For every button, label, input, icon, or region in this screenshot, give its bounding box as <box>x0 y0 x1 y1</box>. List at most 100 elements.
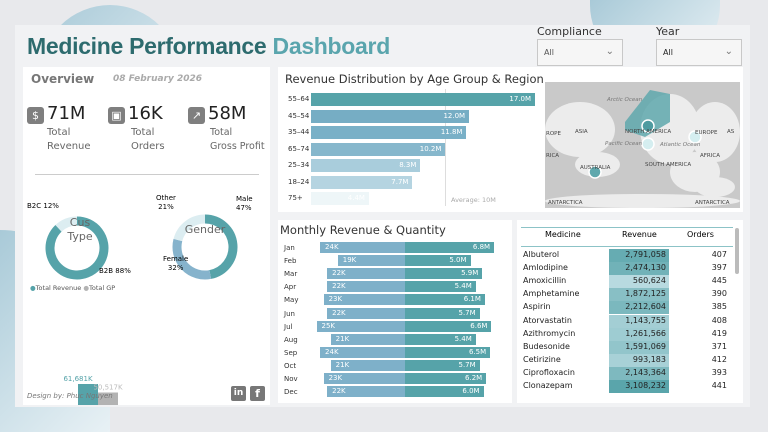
year-value: All <box>663 48 673 57</box>
scrollbar[interactable] <box>735 228 739 274</box>
compliance-dropdown[interactable]: All ⌄ <box>537 39 623 66</box>
table-row[interactable]: Amoxicillin 560,624 445 <box>517 275 731 289</box>
header-orders[interactable]: Orders <box>687 230 714 239</box>
quantity-bar[interactable]: 22K <box>327 386 405 398</box>
cell-orders: 393 <box>711 367 727 377</box>
table-row[interactable]: Aspirin 2,212,604 385 <box>517 301 731 315</box>
year-label: Year <box>656 25 680 38</box>
table-row[interactable]: Cetirizine 993,183 412 <box>517 353 731 367</box>
chevron-down-icon: ⌄ <box>605 46 614 57</box>
revenue-bar[interactable]: 6.1M <box>405 294 485 306</box>
region-bubble[interactable] <box>641 137 655 151</box>
cell-orders: 441 <box>711 381 727 390</box>
quantity-bar[interactable]: 23K <box>323 373 405 384</box>
revenue-bar[interactable]: 5.4M <box>405 333 476 345</box>
region-bubble[interactable] <box>641 119 655 133</box>
year-bar-label: 61,681K <box>63 375 92 383</box>
age-bar[interactable]: 11.8M <box>311 126 467 139</box>
kpi-revenue-label-line-2: Revenue <box>47 141 91 152</box>
shopping-bag-icon: ▣ <box>108 107 125 124</box>
revenue-bar[interactable]: 6.8M <box>405 242 495 253</box>
revenue-bar[interactable]: 5.4M <box>405 281 476 293</box>
age-tick-label: 25–34 <box>288 161 310 169</box>
quantity-bar[interactable]: 24K <box>320 346 405 358</box>
revenue-bar[interactable]: 6.2M <box>405 373 487 384</box>
gender-other-name: Other <box>156 194 176 202</box>
quantity-bar[interactable]: 21K <box>330 359 405 371</box>
revenue-bar[interactable]: 5.0M <box>405 255 471 267</box>
quantity-bar[interactable]: 22K <box>327 281 405 293</box>
land-shape <box>545 194 740 208</box>
age-bar[interactable]: 10.2M <box>311 142 446 156</box>
facebook-icon[interactable]: f <box>250 386 265 401</box>
header-medicine[interactable]: Medicine <box>545 230 581 239</box>
table-row[interactable]: Atorvastatin 1,143,755 408 <box>517 314 731 328</box>
age-bar[interactable]: 7.7M <box>311 175 413 189</box>
month-tick-label: Dec <box>284 388 298 397</box>
revenue-bar[interactable]: 6.6M <box>405 320 492 332</box>
table-row[interactable]: Budesonide 1,591,069 371 <box>517 340 731 354</box>
region-bubble[interactable] <box>688 130 702 144</box>
month-tick-label: May <box>284 296 299 305</box>
north-america-region[interactable] <box>625 90 670 137</box>
table-row[interactable]: Azithromycin 1,261,566 419 <box>517 327 731 341</box>
month-tick-label: Oct <box>284 361 297 370</box>
cell-revenue: 2,143,364 <box>609 366 669 380</box>
cell-revenue: 1,591,069 <box>609 340 669 354</box>
table-row[interactable]: Ciprofloxacin 2,143,364 393 <box>517 366 731 380</box>
age-tick-label: 18–24 <box>288 177 310 186</box>
table-row[interactable]: Clonazepam 3,108,232 441 <box>517 380 731 393</box>
kpi-orders-label: Total Orders <box>131 126 165 154</box>
table-row[interactable]: Amlodipine 2,474,130 397 <box>517 262 731 276</box>
age-bar[interactable]: 17.0M <box>311 93 535 106</box>
cell-medicine: Budesonide <box>523 341 570 351</box>
year-dropdown[interactable]: All ⌄ <box>656 39 742 66</box>
kpi-orders-label-line-1: Total <box>131 127 155 138</box>
revenue-bar[interactable]: 5.7M <box>405 307 480 319</box>
quantity-bar[interactable]: 21K <box>330 333 405 345</box>
year-bar-revenue[interactable] <box>78 384 98 405</box>
table-row[interactable]: Amphetamine 1,872,125 390 <box>517 288 731 302</box>
cus-type-slice[interactable] <box>55 216 78 232</box>
medicine-table-card: Medicine Revenue Orders Albuterol 2,791,0… <box>517 220 743 403</box>
year-bar-label: 50,517K <box>93 384 122 392</box>
month-tick-label: Sep <box>284 348 298 357</box>
age-bar[interactable]: 4.4M <box>311 192 369 205</box>
revenue-bar[interactable]: 5.9M <box>405 268 483 280</box>
map-label: ANTARCTICA <box>548 200 583 206</box>
linkedin-icon[interactable]: in <box>231 386 246 401</box>
header-revenue[interactable]: Revenue <box>622 230 657 239</box>
cus-b2b-label-text: B2B 88% <box>99 267 131 275</box>
cus-type-slice[interactable] <box>45 216 109 280</box>
age-bar[interactable]: 12.0M <box>311 109 470 123</box>
gender-slice[interactable] <box>204 214 238 279</box>
cell-revenue: 1,872,125 <box>609 288 669 302</box>
table-row[interactable]: Albuterol 2,791,058 407 <box>517 249 731 262</box>
kpi-orders-label-line-2: Orders <box>131 141 165 152</box>
quantity-bar[interactable]: 24K <box>320 242 405 253</box>
year-bar-gp[interactable] <box>98 392 118 405</box>
table-top-rule <box>521 227 733 228</box>
region-map[interactable]: Arctic Ocean ASIA NORTH AMERICA EUROPE Pacif… <box>545 82 740 208</box>
quantity-bar[interactable]: 19K <box>337 255 405 267</box>
gender-slice[interactable] <box>172 238 212 280</box>
quantity-bar[interactable]: 22K <box>327 268 405 280</box>
divider <box>35 174 259 175</box>
age-bar[interactable]: 8.3M <box>311 159 421 172</box>
table-header-rule <box>521 246 733 247</box>
revenue-bar[interactable]: 6.5M <box>405 346 491 358</box>
quantity-bar[interactable]: 23K <box>323 294 405 306</box>
quantity-bar[interactable]: 25K <box>316 320 405 332</box>
quantity-bar[interactable]: 22K <box>327 307 405 319</box>
revenue-bar[interactable]: 5.7M <box>405 359 480 371</box>
map-label: ANTARCTICA <box>695 200 730 206</box>
cell-medicine: Atorvastatin <box>523 315 572 325</box>
revenue-bar[interactable]: 6.0M <box>405 386 484 398</box>
map-label: Pacific Ocean <box>605 141 643 147</box>
overview-card: Overview 08 February 2026 $ 71M Total Rev… <box>23 67 270 405</box>
age-tick-label: 75+ <box>288 194 303 202</box>
month-tick-label: Nov <box>284 375 298 383</box>
gender-slice[interactable] <box>173 214 206 242</box>
region-bubble[interactable] <box>588 165 602 179</box>
money-icon: $ <box>27 107 44 124</box>
